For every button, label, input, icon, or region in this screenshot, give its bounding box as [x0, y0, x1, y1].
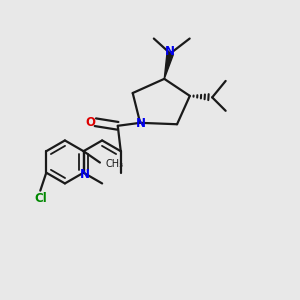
Text: Cl: Cl — [34, 192, 47, 205]
Text: O: O — [85, 116, 95, 129]
Text: N: N — [136, 117, 146, 130]
Text: CH₃: CH₃ — [105, 159, 123, 169]
Text: N: N — [80, 168, 89, 181]
Polygon shape — [164, 53, 173, 79]
Text: N: N — [165, 45, 175, 58]
